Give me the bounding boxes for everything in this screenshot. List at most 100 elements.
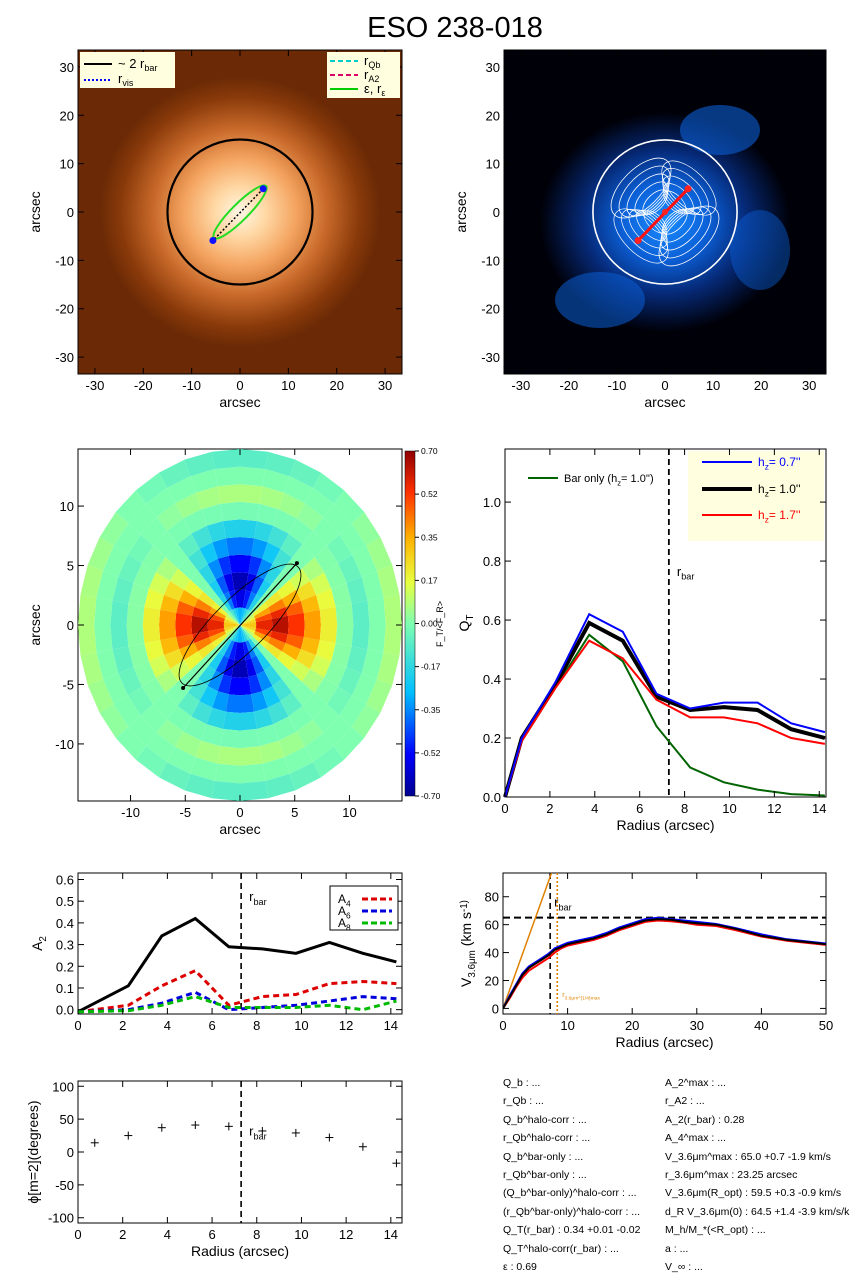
- polar-cell: [268, 637, 286, 652]
- polar-cell: [226, 613, 240, 625]
- polar-cell: [302, 530, 327, 558]
- polar-cell: [240, 607, 246, 625]
- polar-cell: [259, 486, 285, 510]
- x-tick-label: 10: [342, 805, 356, 820]
- polar-cell: [217, 555, 232, 576]
- polar-cell: [324, 661, 347, 687]
- polar-cell: [240, 625, 254, 637]
- parameter-row: V_3.6μm(R_opt) : 59.5 +0.3 -0.9 km/s: [665, 1187, 842, 1200]
- y-tick-label: 0.4: [483, 672, 501, 687]
- polar-cell: [220, 729, 240, 749]
- polar-cell: [245, 573, 257, 592]
- y-tick-label: 0: [67, 1145, 74, 1160]
- y-tick-label: -10: [481, 253, 500, 268]
- polar-cell: [262, 757, 290, 781]
- bar-axis-line: [212, 188, 264, 242]
- polar-cell: [288, 518, 313, 545]
- contour-line: [658, 205, 720, 267]
- force-ratio-map-panel: -10 -5 0 5 10 -10 -5 0 5 10 arcsec arcsec 0.70 0.52 0…: [27, 446, 445, 837]
- polar-cell: [223, 573, 235, 592]
- x-tick-label: -30: [511, 378, 530, 393]
- polar-cell: [254, 521, 274, 543]
- polar-cell: [160, 594, 180, 613]
- polar-cell: [312, 472, 345, 504]
- legend-label: hz= 0.7'': [758, 455, 800, 472]
- bar-end-marker: [294, 561, 299, 566]
- polar-cell: [208, 628, 225, 637]
- polar-cell: [256, 618, 273, 625]
- polar-cell: [223, 711, 240, 731]
- polar-cell: [175, 731, 202, 758]
- polar-cell: [175, 625, 193, 638]
- polar-cell: [268, 598, 286, 613]
- legend-label: hz= 1.0'': [758, 482, 800, 499]
- polar-cell: [240, 625, 243, 643]
- label-part: 8: [346, 923, 351, 933]
- polar-cell: [270, 606, 288, 619]
- polar-cell: [159, 609, 177, 625]
- x-tick-label: 5: [291, 805, 298, 820]
- polar-cell: [127, 534, 154, 564]
- y-tick-label: 0.8: [483, 554, 501, 569]
- polar-cell: [278, 492, 305, 519]
- x-tick-label: 0: [236, 378, 243, 393]
- x-tick-label: 30: [690, 1018, 704, 1033]
- polar-cell: [183, 651, 203, 671]
- polar-cell: [264, 665, 282, 686]
- polar-cell: [289, 762, 321, 791]
- legend-label: hz= 1.7'': [758, 508, 800, 525]
- parameter-row: a : ...: [665, 1242, 689, 1255]
- x-tick-label: 0: [499, 1018, 506, 1033]
- polar-cell: [208, 579, 224, 598]
- polar-cell: [197, 591, 216, 608]
- polar-cell: [314, 545, 339, 573]
- polar-cell: [240, 677, 252, 696]
- colorbar-tick-label: 0.35: [421, 532, 438, 542]
- polar-cell: [187, 678, 208, 702]
- polar-cell: [176, 634, 195, 650]
- polar-cell: [280, 692, 303, 717]
- polar-cell: [99, 511, 129, 546]
- polar-cell: [240, 484, 263, 504]
- y-tick-label: 0.6: [483, 613, 501, 628]
- polar-cell: [366, 679, 393, 713]
- polar-cell: [224, 625, 240, 634]
- polar-cell: [282, 589, 301, 607]
- y-tick-label: 30: [60, 60, 74, 75]
- bar-circle: [592, 139, 738, 285]
- polar-cell: [223, 621, 240, 625]
- rbar-label: rbar: [554, 895, 572, 913]
- x-tick-label: -10: [608, 378, 627, 393]
- polar-cell: [302, 557, 325, 581]
- x-tick-label: 6: [208, 1018, 215, 1033]
- y-tick-label: -20: [55, 302, 74, 317]
- label-part: h: [758, 482, 765, 496]
- polar-cell: [199, 686, 218, 708]
- x-tick-label: -30: [86, 378, 105, 393]
- label-part: arcsec: [27, 191, 43, 232]
- polar-cell: [183, 716, 207, 741]
- x-axis-label: arcsec: [219, 821, 260, 837]
- polar-cell: [192, 631, 210, 644]
- polar-cell: [198, 665, 216, 686]
- parameter-row: Q_b^bar-only : ...: [503, 1150, 584, 1163]
- phase-point: [358, 1142, 367, 1151]
- polar-cell: [285, 600, 304, 616]
- phase-point: [325, 1133, 334, 1142]
- polar-cell: [225, 694, 240, 713]
- y-tick-label: -100: [48, 1211, 74, 1226]
- polar-cell: [302, 692, 327, 720]
- x-axis-label: arcsec: [644, 394, 685, 410]
- label-part: h: [758, 455, 765, 469]
- polar-cell: [256, 558, 273, 580]
- y-tick-label: -10: [55, 253, 74, 268]
- y-tick-label: 80: [485, 890, 499, 905]
- polar-cell: [304, 487, 334, 518]
- x-tick-label: 10: [560, 1018, 574, 1033]
- series-line-0: [77, 916, 397, 1014]
- phase-point: [191, 1121, 200, 1130]
- polar-cell: [284, 476, 313, 504]
- polar-cell: [167, 746, 196, 774]
- polar-cell: [191, 701, 213, 725]
- series-line-3: [504, 633, 825, 798]
